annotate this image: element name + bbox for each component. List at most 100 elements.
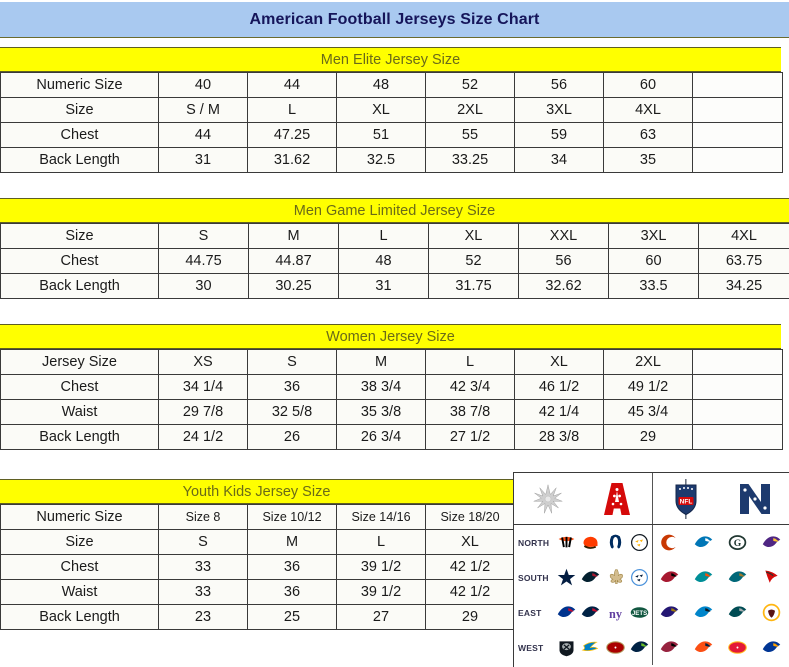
nfc-teams-south xyxy=(652,560,788,595)
division-label: NORTH xyxy=(518,537,550,548)
cell-value: 52 xyxy=(428,248,519,274)
nfl-shield-text: NFL xyxy=(680,498,693,505)
cell-value: 47.25 xyxy=(247,122,337,148)
cell-value: 40 xyxy=(158,72,248,98)
cell-value: 63 xyxy=(603,122,693,148)
cell-value: 49 1/2 xyxy=(603,374,693,400)
cell-value: 46 1/2 xyxy=(514,374,604,400)
section-title: Youth Kids Jersey Size xyxy=(182,483,331,500)
cell-empty xyxy=(692,97,783,123)
table-row: Back Length 30 30.25 31 31.75 32.62 33.5 34.25 xyxy=(0,273,789,299)
cowboys-logo xyxy=(557,568,575,586)
division-row-east: EAST ny JETS xyxy=(514,595,789,630)
cell-value: L xyxy=(247,97,337,123)
division-label: SOUTH xyxy=(518,572,549,583)
cell-empty xyxy=(692,424,783,450)
cell-value: 42 1/2 xyxy=(425,579,515,605)
jets-logo: JETS xyxy=(631,607,649,618)
row-label: Size xyxy=(0,529,159,555)
row-label: Size xyxy=(0,97,159,123)
cell-value: 35 3/8 xyxy=(336,399,426,425)
cell-value: 30 xyxy=(158,273,249,299)
cell-value: 31.75 xyxy=(428,273,519,299)
cell-value: 27 1/2 xyxy=(425,424,515,450)
table-row: Size S / M L XL 2XL 3XL 4XL xyxy=(0,97,783,123)
cell-value: 25 xyxy=(247,604,337,630)
patriots-logo xyxy=(582,606,600,618)
cell-value: S / M xyxy=(158,97,248,123)
afc-teams-east: ny JETS xyxy=(554,595,652,630)
lions-logo xyxy=(694,536,712,548)
cell-value: XL xyxy=(336,97,426,123)
cell-value: Size 18/20 xyxy=(425,504,515,530)
cell-value: 56 xyxy=(518,248,609,274)
cell-value: M xyxy=(336,349,426,375)
conference-divider xyxy=(652,473,653,524)
bears-logo xyxy=(660,534,676,551)
table-row: Size S M L XL xyxy=(0,529,515,555)
cell-value: 32.5 xyxy=(336,147,426,173)
row-label: Back Length xyxy=(0,604,159,630)
cell-empty xyxy=(692,72,783,98)
section-header-youth-kids: Youth Kids Jersey Size xyxy=(0,479,513,504)
nfc-teams-north: G xyxy=(652,525,788,560)
cell-value: S xyxy=(158,529,248,555)
cell-value: Size 14/16 xyxy=(336,504,426,530)
afc-logo-slot xyxy=(583,480,652,518)
cell-value: Size 8 xyxy=(158,504,248,530)
division-row-west: WEST • • xyxy=(514,630,789,665)
cell-value: 36 xyxy=(247,374,337,400)
cardinals-logo xyxy=(660,641,678,653)
nfc-logo xyxy=(739,483,770,514)
nfl-conference-logo-panel: NFL NORTH G SOUTH EAST ny JETS WEST • • xyxy=(513,472,789,667)
cell-value: 36 xyxy=(247,554,337,580)
svg-text:G: G xyxy=(733,538,741,549)
cell-value: 32 5/8 xyxy=(247,399,337,425)
cell-value: M xyxy=(247,529,337,555)
row-label: Chest xyxy=(0,248,159,274)
steelers-logo xyxy=(631,534,649,551)
jaguars-logo xyxy=(728,571,746,583)
colts-logo xyxy=(609,534,621,549)
cell-value: 23 xyxy=(158,604,248,630)
cell-value: Size 10/12 xyxy=(247,504,337,530)
bills-logo xyxy=(557,606,575,618)
cell-value: 48 xyxy=(338,248,429,274)
chiefs-logo: • xyxy=(727,641,747,654)
texans-logo xyxy=(582,571,600,583)
cell-value: 63.75 xyxy=(698,248,789,274)
rams-logo xyxy=(762,641,780,653)
cell-value: 32.62 xyxy=(518,273,609,299)
cell-value: 29 xyxy=(425,604,515,630)
cell-empty xyxy=(692,399,783,425)
cell-value: XXL xyxy=(518,223,609,249)
cell-value: XL xyxy=(425,529,515,555)
cell-value: 3XL xyxy=(608,223,699,249)
table-row: Numeric Size 40 44 48 52 56 60 xyxy=(0,72,783,98)
cell-value: 29 xyxy=(603,424,693,450)
eagles-logo xyxy=(728,606,746,618)
row-label: Waist xyxy=(0,399,159,425)
row-label: Size xyxy=(0,223,159,249)
row-label: Numeric Size xyxy=(0,72,159,98)
saints-logo xyxy=(609,569,623,584)
table-row: Waist 29 7/8 32 5/8 35 3/8 38 7/8 42 1/4 45 3/… xyxy=(0,399,783,425)
bengals-logo xyxy=(558,536,575,548)
row-label: Waist xyxy=(0,579,159,605)
table-row: Chest 44.75 44.87 48 52 56 60 63.75 xyxy=(0,248,789,274)
afc-teams-south xyxy=(554,560,652,595)
section-title: Men Elite Jersey Size xyxy=(320,51,461,68)
chargers-logo xyxy=(581,641,599,652)
cell-value: XL xyxy=(514,349,604,375)
cell-value: 34.25 xyxy=(698,273,789,299)
cell-value: S xyxy=(247,349,337,375)
cell-value: M xyxy=(248,223,339,249)
broncos-logo xyxy=(694,641,712,653)
cell-value: 24 1/2 xyxy=(158,424,248,450)
table-row: Chest 33 36 39 1/2 42 1/2 xyxy=(0,554,515,580)
cell-value: 42 1/2 xyxy=(425,554,515,580)
cell-value: 59 xyxy=(514,122,604,148)
cell-value: 4XL xyxy=(698,223,789,249)
nfc-logo-slot xyxy=(720,481,789,517)
row-label: Chest xyxy=(0,122,159,148)
